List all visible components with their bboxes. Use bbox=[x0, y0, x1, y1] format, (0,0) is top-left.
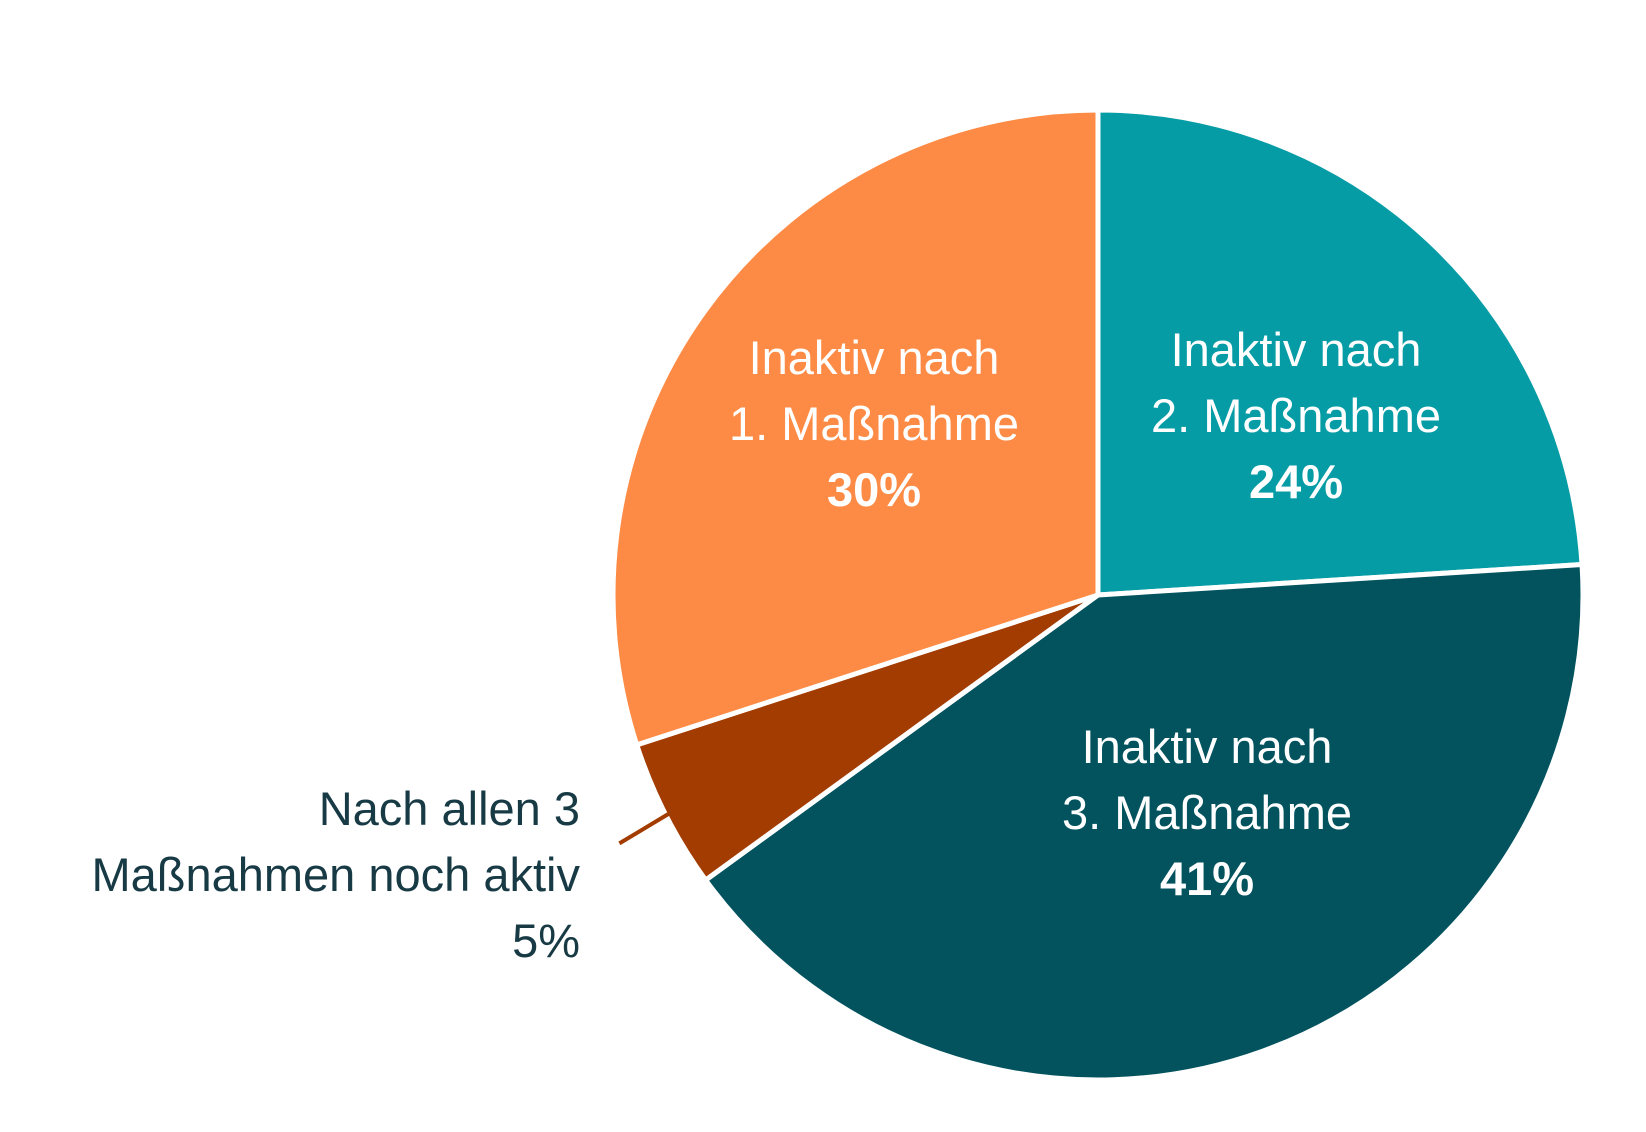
slice-inaktiv-nach-1-ma-nahme bbox=[610, 107, 1101, 748]
slice-label-line: Inaktiv nach bbox=[1171, 323, 1422, 376]
leader-line-nach-allen-3-ma-nahmen-noch-aktiv bbox=[618, 811, 671, 846]
slice-inaktiv-nach-2-ma-nahme bbox=[1095, 107, 1585, 598]
pie-labels: Inaktiv nach 2. Maßnahme 24% Inaktiv nach 3.… bbox=[91, 323, 1441, 967]
slice-label-line: Nach allen 3 bbox=[319, 782, 580, 835]
slice-inaktiv-nach-3-ma-nahme bbox=[703, 562, 1586, 1083]
slice-label-line: 1. Maßnahme bbox=[729, 397, 1019, 450]
slice-label-line: Inaktiv nach bbox=[749, 331, 1000, 384]
slice-label-line: Inaktiv nach bbox=[1082, 720, 1333, 773]
slice-label-line: 3. Maßnahme bbox=[1062, 786, 1352, 839]
slice-label-line: 2. Maßnahme bbox=[1151, 389, 1441, 442]
slice-value-label: 30% bbox=[827, 463, 921, 516]
slice-value-label: 41% bbox=[1160, 852, 1254, 905]
slice-label-inaktiv-nach-2-ma-nahme: Inaktiv nach 2. Maßnahme 24% bbox=[1151, 323, 1441, 508]
slice-label-line: Maßnahmen noch aktiv bbox=[91, 848, 580, 901]
slice-label-inaktiv-nach-1-ma-nahme: Inaktiv nach 1. Maßnahme 30% bbox=[729, 331, 1019, 516]
slice-label-inaktiv-nach-3-ma-nahme: Inaktiv nach 3. Maßnahme 41% bbox=[1062, 720, 1352, 905]
slice-value-label: 5% bbox=[512, 914, 580, 967]
slice-label-nach-allen-3-ma-nahmen-noch-aktiv: Nach allen 3 Maßnahmen noch aktiv 5% bbox=[91, 782, 580, 967]
pie-slices bbox=[610, 107, 1586, 1083]
slice-value-label: 24% bbox=[1249, 455, 1343, 508]
